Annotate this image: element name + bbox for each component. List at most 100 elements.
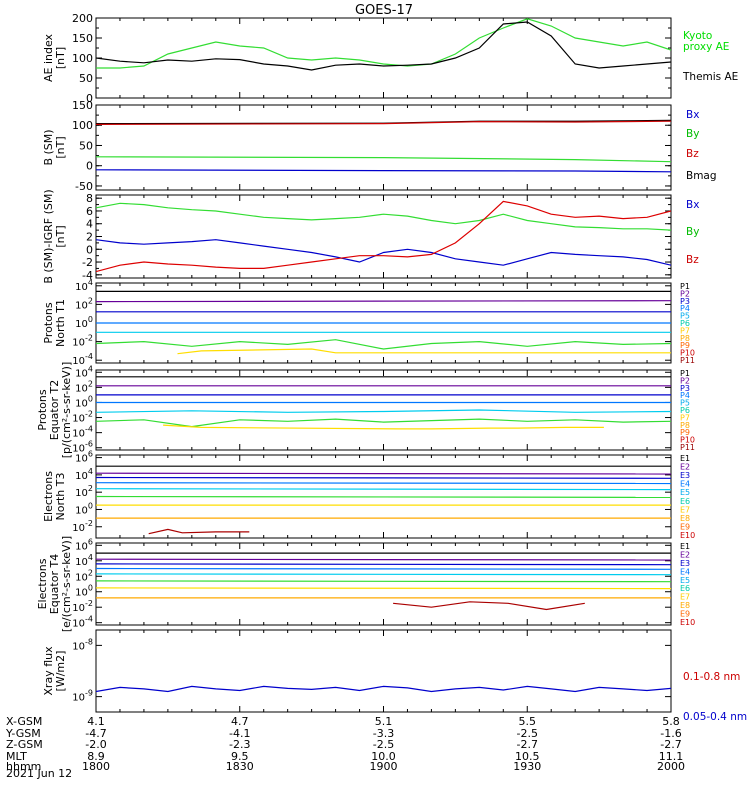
- y-tick-label: 2: [86, 231, 93, 244]
- legend-entry: P11: [680, 443, 695, 452]
- y-tick-label: 100: [72, 119, 93, 132]
- series-group: [96, 119, 671, 173]
- legend-entry: E6: [680, 497, 690, 506]
- x-tick-value: 5.5: [519, 715, 537, 728]
- y-tick-label: 50: [79, 139, 93, 152]
- legend-entry: proxy AE: [683, 41, 729, 53]
- y-tick-label: -50: [75, 180, 93, 193]
- y-axis-label: AE index[nT]: [42, 33, 67, 82]
- legend-entry: P5: [680, 312, 690, 321]
- legend-entry: P6: [680, 406, 690, 415]
- y-tick-label: 8: [86, 192, 93, 205]
- legend-entry: E9: [680, 610, 690, 619]
- legend-entry: Bz: [686, 254, 699, 266]
- figure-title: GOES-17: [355, 3, 413, 18]
- legend-entry: P5: [680, 399, 690, 408]
- series-group: [96, 18, 671, 71]
- y-tick-label: 102: [75, 296, 93, 311]
- series-line: [96, 21, 671, 71]
- y-tick-label: 4: [86, 218, 93, 231]
- legend-entry: P4: [680, 391, 690, 400]
- legend-entry: E6: [680, 584, 690, 593]
- x-tick-value: -2.7: [517, 738, 538, 751]
- panel-frame: [95, 194, 672, 279]
- x-tick-value: -1.6: [660, 727, 681, 740]
- panel-frame: [95, 369, 672, 451]
- series-line: [96, 200, 671, 273]
- legend-entry: E10: [680, 618, 695, 627]
- legend-entry: P9: [680, 428, 690, 437]
- legend-entry: E10: [680, 531, 695, 540]
- y-tick-label: 102: [75, 379, 93, 394]
- series-line: [96, 300, 671, 303]
- series-line: [96, 409, 671, 413]
- series-line: [96, 156, 671, 163]
- legend-entry: E7: [680, 505, 690, 514]
- legend-entry: By: [686, 226, 699, 238]
- x-tick-value: 8.9: [87, 750, 105, 763]
- panel-frame: [95, 542, 672, 626]
- y-tick-label: 10-4: [72, 425, 93, 440]
- legend-entry: Bx: [686, 109, 699, 121]
- y-tick-label: 102: [75, 568, 93, 583]
- x-tick-value: -2.0: [85, 738, 106, 751]
- y-tick-label: 10-4: [72, 615, 93, 630]
- y-tick-label: -2: [82, 256, 93, 269]
- legend-entry: E5: [680, 576, 690, 585]
- y-tick-label: 200: [72, 12, 93, 25]
- y-tick-label: 100: [72, 52, 93, 65]
- legend-entry: P2: [680, 289, 690, 298]
- series-line: [96, 169, 671, 173]
- series-line: [96, 339, 671, 350]
- series-group: [96, 200, 671, 273]
- x-tick-value: 1930: [513, 760, 541, 773]
- y-tick-label: 102: [75, 484, 93, 499]
- x-tick-value: -3.3: [373, 727, 394, 740]
- legend-entry: P1: [680, 282, 690, 291]
- legend-entry: Kyoto: [683, 30, 712, 42]
- y-axis-label: B (SM)[nT]: [42, 129, 67, 165]
- x-tick-value: -2.7: [660, 738, 681, 751]
- y-tick-label: 104: [75, 553, 93, 568]
- panel-frame: [95, 104, 672, 191]
- series-group: [96, 290, 671, 355]
- series-line: [96, 573, 671, 576]
- legend-entry: P4: [680, 304, 690, 313]
- series-line: [96, 495, 671, 498]
- x-axis-row-label: Z-GSM: [6, 738, 43, 751]
- x-tick-value: 4.7: [231, 715, 249, 728]
- legend-entry: P6: [680, 319, 690, 328]
- panel-frame: [95, 17, 672, 99]
- legend-entry: E3: [680, 471, 690, 480]
- legend-entry: E4: [680, 567, 690, 576]
- y-tick-label: 150: [72, 32, 93, 45]
- series-line: [163, 424, 604, 430]
- legend-entry: E9: [680, 522, 690, 531]
- legend-entry: Bx: [686, 199, 699, 211]
- series-group: [96, 465, 671, 535]
- y-axis-label: Xray flux[W/m2]: [42, 646, 67, 696]
- legend-entry: E2: [680, 463, 690, 472]
- legend-entry: E4: [680, 480, 690, 489]
- x-tick-value: 1830: [226, 760, 254, 773]
- legend-entry: P8: [680, 334, 690, 343]
- legend-entry: E1: [680, 454, 690, 463]
- x-tick-value: -4.1: [229, 727, 250, 740]
- panel-bsm: -50 0 50 100 150 B (SM)[nT] Bx By Bz Bmag: [42, 99, 717, 193]
- x-tick-value: 4.1: [87, 715, 105, 728]
- x-axis-row-label: X-GSM: [6, 715, 42, 728]
- series-group: [96, 376, 671, 430]
- series-line: [96, 202, 671, 231]
- x-tick-value: -4.7: [85, 727, 106, 740]
- x-tick-value: 11.1: [659, 750, 684, 763]
- x-tick-value: 1900: [370, 760, 398, 773]
- y-tick-label: 106: [75, 537, 93, 552]
- series-line: [96, 418, 671, 428]
- series-group: [96, 552, 671, 611]
- legend-entry: E3: [680, 559, 690, 568]
- y-tick-label: 10-8: [72, 637, 93, 652]
- legend-entry: P9: [680, 341, 690, 350]
